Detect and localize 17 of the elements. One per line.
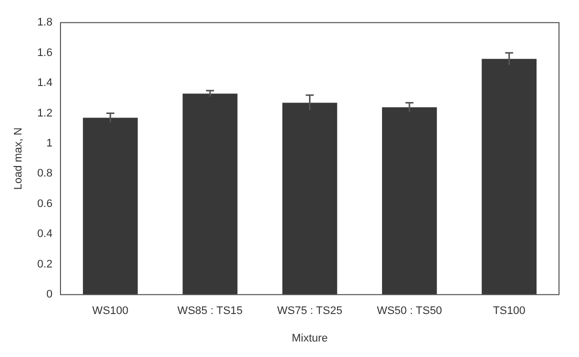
y-tick-label: 1: [46, 138, 52, 150]
x-tick-label: WS75 : TS25: [277, 305, 342, 318]
y-tick-label: 0.4: [37, 228, 52, 240]
x-axis-title: Mixture: [292, 332, 328, 344]
y-tick-label: 1.2: [37, 107, 52, 120]
x-tick-label: WS85 : TS15: [177, 305, 243, 318]
y-tick-label: 0: [46, 288, 52, 301]
y-tick-label: 0.6: [37, 198, 52, 210]
x-tick-label: WS100: [92, 305, 128, 318]
y-tick-label: 1.6: [37, 46, 52, 59]
y-tick-label: 0.2: [37, 258, 52, 270]
y-tick-label: 1.4: [37, 77, 52, 90]
y-axis-title: Load max, N: [12, 127, 25, 190]
y-tick-label: 1.8: [37, 16, 52, 29]
x-tick-label: TS100: [492, 305, 526, 318]
x-tick-label: WS50 : TS50: [376, 305, 442, 318]
y-tick-label: 0.8: [37, 168, 52, 180]
